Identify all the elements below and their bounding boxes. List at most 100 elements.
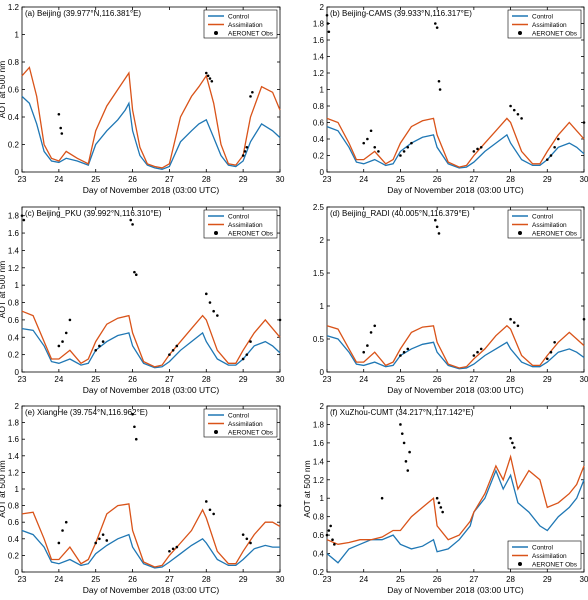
panel-2-ytick-label: 1.6 xyxy=(8,229,20,238)
panel-5-frame xyxy=(326,405,585,573)
panel-1-obs-point xyxy=(545,158,549,161)
panel-5-ytick-label: 1.8 xyxy=(313,420,325,429)
panel-2-obs-point xyxy=(208,301,212,304)
panel-4-obs-point xyxy=(249,541,252,545)
panel-5-obs-point xyxy=(404,460,408,463)
panel-1-obs-point xyxy=(326,22,330,25)
panel-4-obs-point xyxy=(204,500,208,503)
panel-5-ytick-label: 1 xyxy=(320,494,325,503)
panel-4-ytick-label: 1.2 xyxy=(8,468,20,477)
panel-1-title: (b) Beijing-CAMS (39.933°N,116.317°E) xyxy=(330,9,472,18)
panel-5-ytick-label: 0.8 xyxy=(313,513,325,522)
panel-2-ylabel: AOT at 500 nm xyxy=(0,261,7,318)
panel-5-legend-swatch xyxy=(518,562,522,566)
panel-3-obs-point xyxy=(437,232,441,235)
panel-5-xtick-label: 27 xyxy=(469,575,478,584)
panel-2-xtick-label: 29 xyxy=(239,375,248,384)
panel-2-xlabel: Day of November 2018 (03:00 UTC) xyxy=(83,385,220,395)
panel-4-ytick-label: 0.8 xyxy=(8,502,20,511)
panel-0-series-control xyxy=(21,95,281,170)
panel-2-ytick-label: 1.4 xyxy=(8,246,20,255)
panel-3-legend-label: AERONET Obs xyxy=(532,231,578,238)
panel-1-obs-point xyxy=(509,104,512,108)
panel-2-obs-point xyxy=(129,218,133,222)
panel-3-obs-point xyxy=(434,218,437,222)
panel-5-obs-point xyxy=(406,469,410,472)
panel-2-series-control xyxy=(21,327,281,369)
panel-2-obs-point xyxy=(22,218,26,222)
panel-1-obs-point xyxy=(549,154,553,157)
panel-1-xtick-label: 26 xyxy=(433,175,442,184)
panel-3-obs-point xyxy=(476,350,479,354)
panel-4-legend-label: Assimilation xyxy=(228,421,263,428)
panel-4-legend-swatch xyxy=(214,430,218,434)
panel-5-obs-point xyxy=(439,506,443,509)
panel-0-obs-point xyxy=(57,112,61,116)
panel-1-ytick-label: 1.2 xyxy=(313,69,325,78)
panel-3-xtick-label: 25 xyxy=(396,375,405,384)
panel-3-obs-point xyxy=(509,317,512,321)
panel-3-obs-point xyxy=(545,357,549,361)
panel-4-xtick-label: 29 xyxy=(239,575,248,584)
panel-0-ylabel: AOT at 500 nm xyxy=(0,61,7,118)
panel-5-legend-label: Assimilation xyxy=(532,553,567,560)
panel-1-ytick-label: 0 xyxy=(320,168,325,177)
panel-3-obs-point xyxy=(512,321,516,324)
panel-1-obs-point xyxy=(377,150,380,153)
panel-1-obs-point xyxy=(373,145,377,149)
panel-5-ylabel: AOT at 500 nm xyxy=(302,460,312,517)
panel-4-xtick-label: 26 xyxy=(128,575,137,584)
panel-5-ytick-label: 1.2 xyxy=(313,476,325,485)
panel-1-obs-point xyxy=(327,30,331,34)
panel-4-xtick-label: 30 xyxy=(276,575,285,584)
panel-5-xtick-label: 29 xyxy=(543,575,552,584)
panel-5-obs-point xyxy=(325,533,329,537)
panel-1-obs-point xyxy=(366,137,369,141)
panel-0-legend-label: AERONET Obs xyxy=(228,31,274,38)
panel-1-xtick-label: 29 xyxy=(543,175,552,184)
panel-1-xtick-label: 28 xyxy=(506,175,515,184)
panel-2-obs-point xyxy=(68,318,72,322)
panel-3-obs-point xyxy=(399,354,402,357)
panel-2-legend-label: AERONET Obs xyxy=(228,231,274,238)
panel-3-xtick-label: 27 xyxy=(469,375,478,384)
panel-1-obs-point xyxy=(512,108,516,112)
panel-4-obs-point xyxy=(134,437,138,441)
panel-2-ytick-label: 0 xyxy=(15,368,20,377)
panel-2-obs-point xyxy=(249,340,252,343)
panel-2-ytick-label: 1.8 xyxy=(8,212,20,221)
panel-2-obs-point xyxy=(61,340,64,343)
panel-1-obs-point xyxy=(435,26,439,29)
panel-0-xtick-label: 24 xyxy=(54,175,63,184)
panel-3-series-control xyxy=(326,335,585,370)
panel-3-ytick-label: 0 xyxy=(320,368,325,377)
panel-0-ytick-label: 0.8 xyxy=(8,58,20,67)
panel-1-obs-point xyxy=(325,13,329,17)
panel-5-obs-point xyxy=(333,543,336,546)
panel-1-legend-label: AERONET Obs xyxy=(532,31,578,38)
panel-1-xtick-label: 27 xyxy=(469,175,478,184)
panel-3-ytick-label: 0.5 xyxy=(313,335,325,344)
panel-5-xtick-label: 24 xyxy=(359,575,368,584)
panel-1-xlabel: Day of November 2018 (03:00 UTC) xyxy=(387,185,524,195)
panel-1-ytick-label: 0.6 xyxy=(313,119,325,128)
panel-2-xtick-label: 28 xyxy=(202,375,211,384)
panel-5-ytick-label: 1.6 xyxy=(313,439,325,448)
panel-4-obs-point xyxy=(98,537,101,541)
panel-5-ytick-label: 1.4 xyxy=(313,457,325,466)
panel-0-obs-point xyxy=(245,145,249,149)
panel-0-obs-point xyxy=(243,150,247,153)
panel-3-obs-point xyxy=(435,225,439,229)
panel-1-ytick-label: 0.2 xyxy=(313,152,325,161)
panel-2-ytick-label: 0.6 xyxy=(8,316,20,325)
panel-2-obs-point xyxy=(278,318,282,322)
panel-4-obs-point xyxy=(278,504,282,507)
panel-2-legend-swatch xyxy=(214,231,218,235)
panel-4-obs-point xyxy=(208,508,212,512)
panel-4-obs-point xyxy=(61,529,64,532)
panel-1-obs-point xyxy=(476,147,479,151)
panel-5-ytick-label: 0.6 xyxy=(313,531,325,540)
panel-1-obs-point xyxy=(520,117,523,120)
panel-1-obs-point xyxy=(582,121,586,124)
